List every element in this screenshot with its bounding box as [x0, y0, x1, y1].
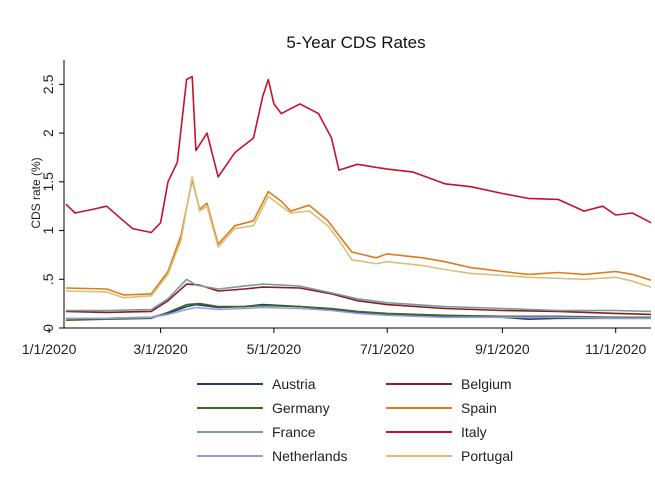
legend-label-italy: Italy	[461, 424, 487, 440]
y-tick-label: 0	[40, 324, 56, 332]
y-tick-label: 1.5	[40, 172, 56, 192]
series-line-italy	[65, 75, 652, 234]
legend-label-portugal: Portugal	[461, 448, 513, 464]
legend-label-netherlands: Netherlands	[272, 448, 348, 464]
legend: Austria Belgium Germany Spain France Italy Net…	[197, 376, 513, 464]
axes: 0 .5 1 1.5 2 2.5 1/1/2020 3/1/2020 5/1/2020 7/1/2…	[22, 60, 651, 357]
series-line-france	[65, 278, 652, 313]
x-tick-label: 5/1/2020	[247, 341, 302, 357]
y-tick-label: 2	[40, 129, 56, 137]
x-tick-label: 11/1/2020	[585, 341, 646, 357]
x-tick-label: 7/1/2020	[360, 341, 415, 357]
legend-label-belgium: Belgium	[461, 376, 512, 392]
series-line-germany	[65, 302, 651, 321]
series-layer	[65, 75, 652, 321]
legend-label-austria: Austria	[272, 376, 316, 392]
x-tick-label: 3/1/2020	[133, 341, 188, 357]
y-tick-label: .5	[40, 273, 56, 285]
series-line-netherlands	[65, 306, 651, 320]
x-tick-label: 9/1/2020	[475, 341, 530, 357]
series-line-belgium	[65, 283, 652, 316]
y-tick-label: 2.5	[40, 74, 56, 94]
y-tick-label: 1	[40, 226, 56, 234]
series-line-portugal	[65, 176, 652, 299]
legend-label-france: France	[272, 424, 316, 440]
x-tick-label: 1/1/2020	[22, 341, 77, 357]
chart-title: 5-Year CDS Rates	[286, 33, 425, 52]
series-line-spain	[65, 179, 652, 296]
y-axis-label: CDS rate (%)	[29, 157, 43, 228]
legend-label-germany: Germany	[272, 400, 330, 416]
legend-label-spain: Spain	[461, 400, 497, 416]
